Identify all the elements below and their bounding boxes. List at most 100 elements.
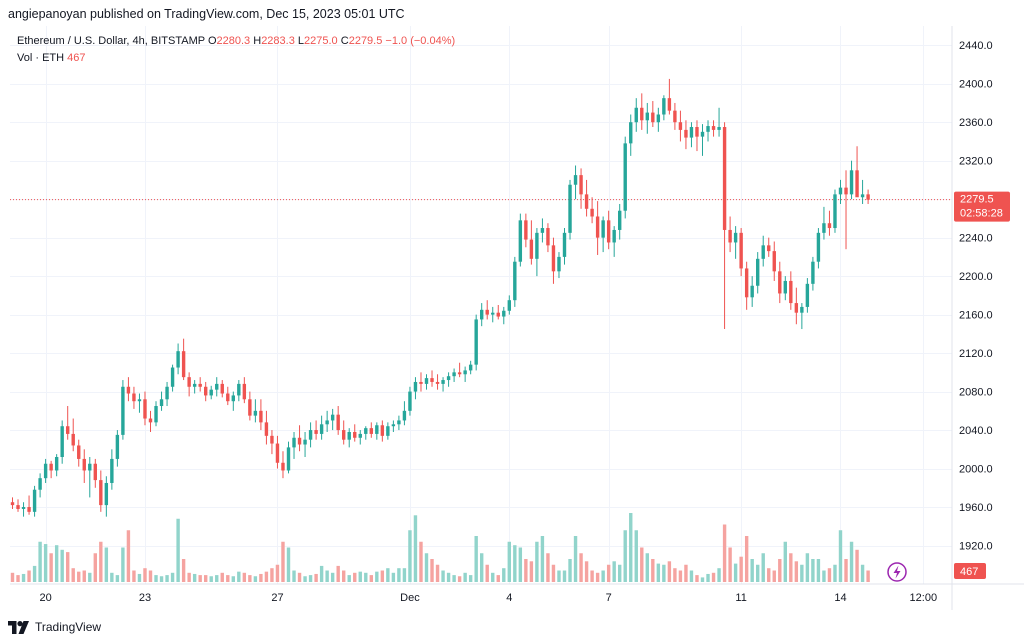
volume-bar xyxy=(590,570,594,582)
volume-bar xyxy=(364,572,368,582)
volume-bar xyxy=(612,561,616,582)
volume-bar xyxy=(319,565,324,582)
price-axis[interactable]: 1920.0 1960.0 2000.0 2040.0 2080.0 2120.0 2160… xyxy=(959,40,993,552)
grid-layer xyxy=(10,26,952,584)
candle-body xyxy=(645,112,649,121)
chart-svg[interactable]: 1920.0 1960.0 2000.0 2040.0 2080.0 2120.0 2160… xyxy=(0,26,1024,610)
volume-bar xyxy=(546,553,550,582)
volume-bar xyxy=(43,544,48,582)
candle-body xyxy=(446,376,451,381)
time-tick-label: 27 xyxy=(271,592,283,604)
volume-bar xyxy=(126,530,131,582)
volume-bar xyxy=(662,564,666,582)
candle-body xyxy=(518,220,523,262)
candle-body xyxy=(126,386,131,394)
volume-bar xyxy=(375,571,379,582)
candle-body xyxy=(380,425,385,436)
volume-bar xyxy=(10,572,15,582)
candle-body xyxy=(104,482,109,506)
volume-bar xyxy=(573,536,578,582)
legend-volume-row: Vol · ETH 467 xyxy=(17,50,455,67)
volume-bar xyxy=(54,545,59,582)
volume-bar xyxy=(822,570,826,582)
volume-bar xyxy=(308,575,313,582)
volume-bar xyxy=(772,570,776,582)
volume-bar xyxy=(148,570,153,582)
candle-body xyxy=(231,395,235,402)
candle-body xyxy=(259,410,263,423)
price-badge-box xyxy=(954,191,1010,222)
lightning-icon[interactable] xyxy=(887,562,907,582)
volume-bar xyxy=(535,541,539,582)
footer: TradingView xyxy=(0,610,1024,643)
candle-body xyxy=(16,505,20,509)
candle-body xyxy=(629,122,633,144)
volume-bar xyxy=(866,570,870,582)
candle-body xyxy=(441,380,445,384)
legend-symbol[interactable]: Ethereum / U.S. Dollar, 4h, BITSTAMP xyxy=(17,35,205,47)
volume-bar xyxy=(386,568,390,582)
volume-bar xyxy=(66,552,70,582)
volume-bar xyxy=(778,559,782,582)
volume-bar xyxy=(783,541,787,582)
candle-body xyxy=(457,372,462,375)
candle-body xyxy=(82,458,86,471)
candle-body xyxy=(314,430,318,434)
time-tick-label: 20 xyxy=(39,592,51,604)
candle-body xyxy=(308,430,313,440)
volume-bar xyxy=(132,570,136,582)
candle-body xyxy=(717,127,721,130)
volume-bar xyxy=(728,547,732,582)
volume-bar xyxy=(49,553,53,582)
legend-low: 2275.0 xyxy=(304,35,338,47)
candle-body xyxy=(722,127,727,230)
candle-body xyxy=(502,310,506,317)
chart-area[interactable]: 1920.0 1960.0 2000.0 2040.0 2080.0 2120.0 2160… xyxy=(0,26,1024,610)
volume-bar xyxy=(154,575,158,582)
volume-bar xyxy=(353,572,357,582)
time-tick-label: 4 xyxy=(506,592,512,604)
candle-body xyxy=(77,445,81,459)
candle-body xyxy=(474,319,478,365)
price-tick-label: 2120.0 xyxy=(959,348,993,360)
candle-body xyxy=(88,463,92,471)
volume-bar xyxy=(187,572,191,582)
time-axis[interactable]: 20 23 27 Dec 4 7 11 14 12:00 xyxy=(39,592,937,604)
candle-body xyxy=(507,300,511,311)
candle-body xyxy=(115,434,120,459)
candle-body xyxy=(336,414,340,431)
volume-bar xyxy=(176,518,180,582)
candle-layer[interactable] xyxy=(10,78,870,517)
candle-body xyxy=(93,463,97,481)
volume-bar xyxy=(816,559,821,582)
candle-body xyxy=(270,435,274,444)
volume-bar xyxy=(226,575,230,582)
candle-body xyxy=(778,271,782,294)
candle-body xyxy=(634,107,638,123)
candle-body xyxy=(728,229,732,243)
volume-bar xyxy=(242,572,247,582)
candle-body xyxy=(248,399,252,416)
candle-body xyxy=(860,194,865,198)
volume-bar xyxy=(722,524,727,582)
volume-bar xyxy=(170,572,175,582)
price-tick-label: 2400.0 xyxy=(959,79,993,91)
candle-body xyxy=(325,420,329,425)
candle-body xyxy=(651,112,655,123)
candle-body xyxy=(347,431,351,440)
candle-body xyxy=(66,426,70,434)
candle-body xyxy=(761,245,765,259)
legend-volume-label[interactable]: Vol · ETH xyxy=(17,52,65,64)
candle-body xyxy=(750,285,754,298)
candle-body xyxy=(170,367,175,387)
candle-body xyxy=(767,245,771,252)
candle-body xyxy=(303,439,307,445)
tradingview-logo[interactable]: TradingView xyxy=(8,620,101,634)
candle-body xyxy=(237,383,241,396)
volume-bar xyxy=(805,553,810,582)
price-tick-label: 2040.0 xyxy=(959,425,993,437)
volume-bar xyxy=(750,559,754,582)
candle-body xyxy=(165,386,169,400)
candle-body xyxy=(397,420,401,425)
candle-body xyxy=(744,268,749,298)
